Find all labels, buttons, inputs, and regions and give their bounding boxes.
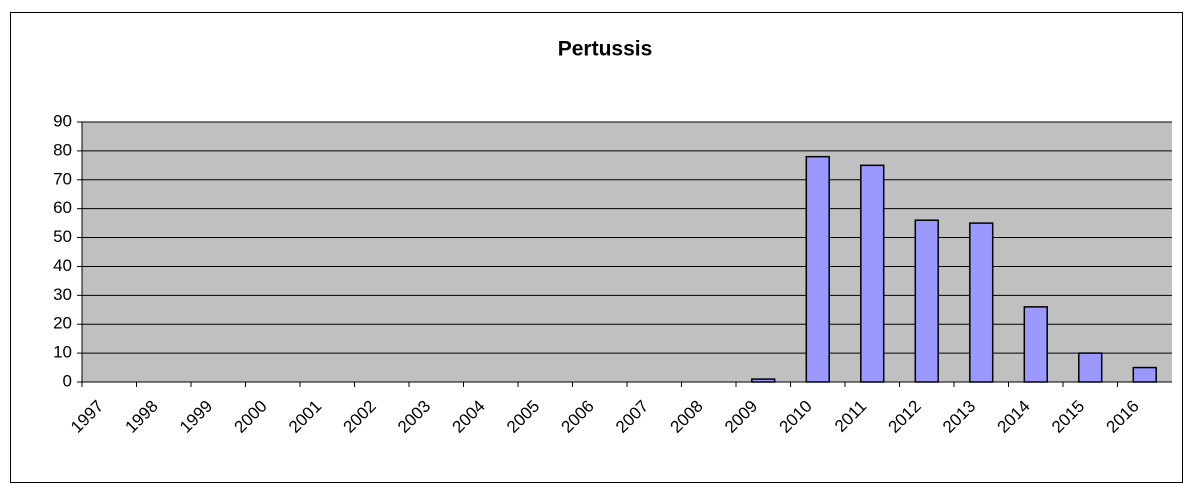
bar	[860, 164, 885, 383]
y-tick-label: 60	[53, 198, 72, 217]
plot-area	[82, 122, 1172, 382]
bar	[751, 378, 776, 383]
bar	[1132, 366, 1157, 383]
bar	[1023, 306, 1048, 383]
y-tick-label: 70	[53, 169, 72, 188]
y-tick-label: 40	[53, 256, 72, 275]
y-tick-label: 80	[53, 140, 72, 159]
bar	[805, 155, 830, 383]
y-tick-label: 10	[53, 343, 72, 362]
chart-title: Pertussis	[558, 38, 653, 61]
bar	[914, 219, 939, 383]
y-tick-label: 0	[63, 371, 72, 390]
y-tick-label: 90	[53, 111, 72, 130]
bar	[1078, 352, 1103, 383]
y-tick-label: 50	[53, 227, 72, 246]
bar	[969, 222, 994, 383]
y-tick-label: 30	[53, 285, 72, 304]
y-tick-label: 20	[53, 314, 72, 333]
